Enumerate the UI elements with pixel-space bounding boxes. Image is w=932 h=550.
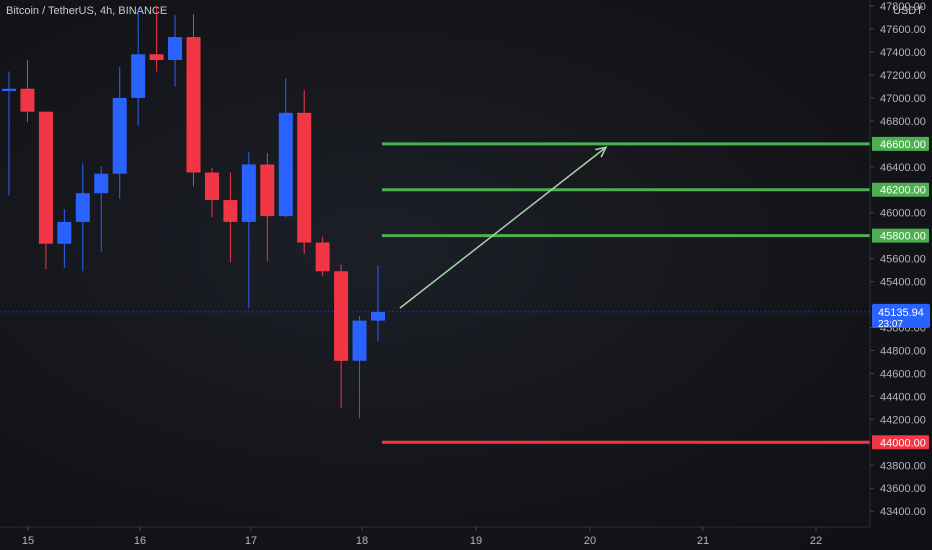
level-price-label: 45800.00	[880, 231, 926, 243]
price-tick-label: 46000.00	[880, 208, 926, 220]
candle-bullish	[278, 112, 293, 217]
countdown-label: 23:07	[878, 319, 903, 330]
price-tick-label: 47400.00	[880, 47, 926, 59]
projection-arrow-layer	[399, 146, 608, 309]
current-price-label: 45135.94	[878, 307, 924, 319]
price-tick-label: 43400.00	[880, 506, 926, 518]
price-tick-label: 44200.00	[880, 414, 926, 426]
time-tick-label: 17	[245, 535, 257, 547]
candle-bullish	[241, 164, 256, 222]
currency-label[interactable]: USDT	[893, 5, 923, 17]
price-tick-label: 47200.00	[880, 70, 926, 82]
level-price-label: 44000.00	[880, 437, 926, 449]
level-price-badge	[872, 182, 929, 197]
candle-bearish	[297, 112, 312, 243]
price-tick-label: 44600.00	[880, 368, 926, 380]
candle-bearish	[315, 242, 330, 272]
time-tick-label: 21	[697, 535, 709, 547]
level-price-label: 46600.00	[880, 139, 926, 151]
candle-bearish	[38, 111, 53, 244]
candle-bearish	[20, 88, 35, 112]
level-price-badge	[872, 435, 929, 450]
level-price-badge	[872, 136, 929, 151]
time-tick-label: 22	[810, 535, 822, 547]
level-price-label: 46200.00	[880, 185, 926, 197]
level-lines-layer	[0, 142, 870, 444]
price-tick-label: 43600.00	[880, 483, 926, 495]
candle-bullish	[168, 37, 183, 61]
price-tick-label: 47000.00	[880, 93, 926, 105]
candle-bullish	[75, 193, 90, 222]
chart-title: Bitcoin / TetherUS, 4h, BINANCE	[6, 5, 168, 17]
candle-bullish	[371, 312, 385, 321]
candle-bearish	[260, 164, 275, 217]
projection-arrow-line	[399, 146, 607, 309]
candle-bullish	[131, 54, 146, 98]
time-tick-label: 18	[356, 535, 368, 547]
time-tick-label: 20	[584, 535, 596, 547]
time-axis-layer: 15 16 17 18 19 20 21 22	[0, 526, 870, 547]
candle-bearish	[186, 37, 201, 173]
candle-bearish	[223, 200, 238, 222]
price-tick-label: 46400.00	[880, 162, 926, 174]
candle-bullish	[352, 320, 367, 361]
price-tick-label: 47600.00	[880, 24, 926, 36]
price-tick-label: 44800.00	[880, 345, 926, 357]
candle-bullish	[94, 173, 109, 194]
candle-bullish	[112, 97, 127, 174]
candle-bearish	[334, 271, 349, 361]
candle-bullish	[57, 221, 72, 244]
price-tick-label: 44400.00	[880, 391, 926, 403]
price-tick-label: 43800.00	[880, 460, 926, 472]
time-tick-label: 19	[470, 535, 482, 547]
current-price-badge	[872, 303, 930, 328]
level-price-badge	[872, 228, 929, 243]
price-tick-label: 45400.00	[880, 277, 926, 289]
price-axis-layer: 43400.00 43600.00 43800.00 44200.00 44400.00…	[869, 0, 930, 527]
projection-arrow-head	[595, 146, 608, 158]
price-tick-label: 47800.00	[880, 1, 926, 13]
time-tick-label: 16	[134, 535, 146, 547]
price-tick-label: 46800.00	[880, 116, 926, 128]
candles-layer	[2, 6, 385, 419]
candle-bullish	[2, 88, 16, 92]
candle-bearish	[149, 54, 164, 61]
price-tick-label: 45600.00	[880, 254, 926, 266]
candle-bearish	[204, 172, 219, 201]
time-tick-label: 15	[22, 535, 34, 547]
